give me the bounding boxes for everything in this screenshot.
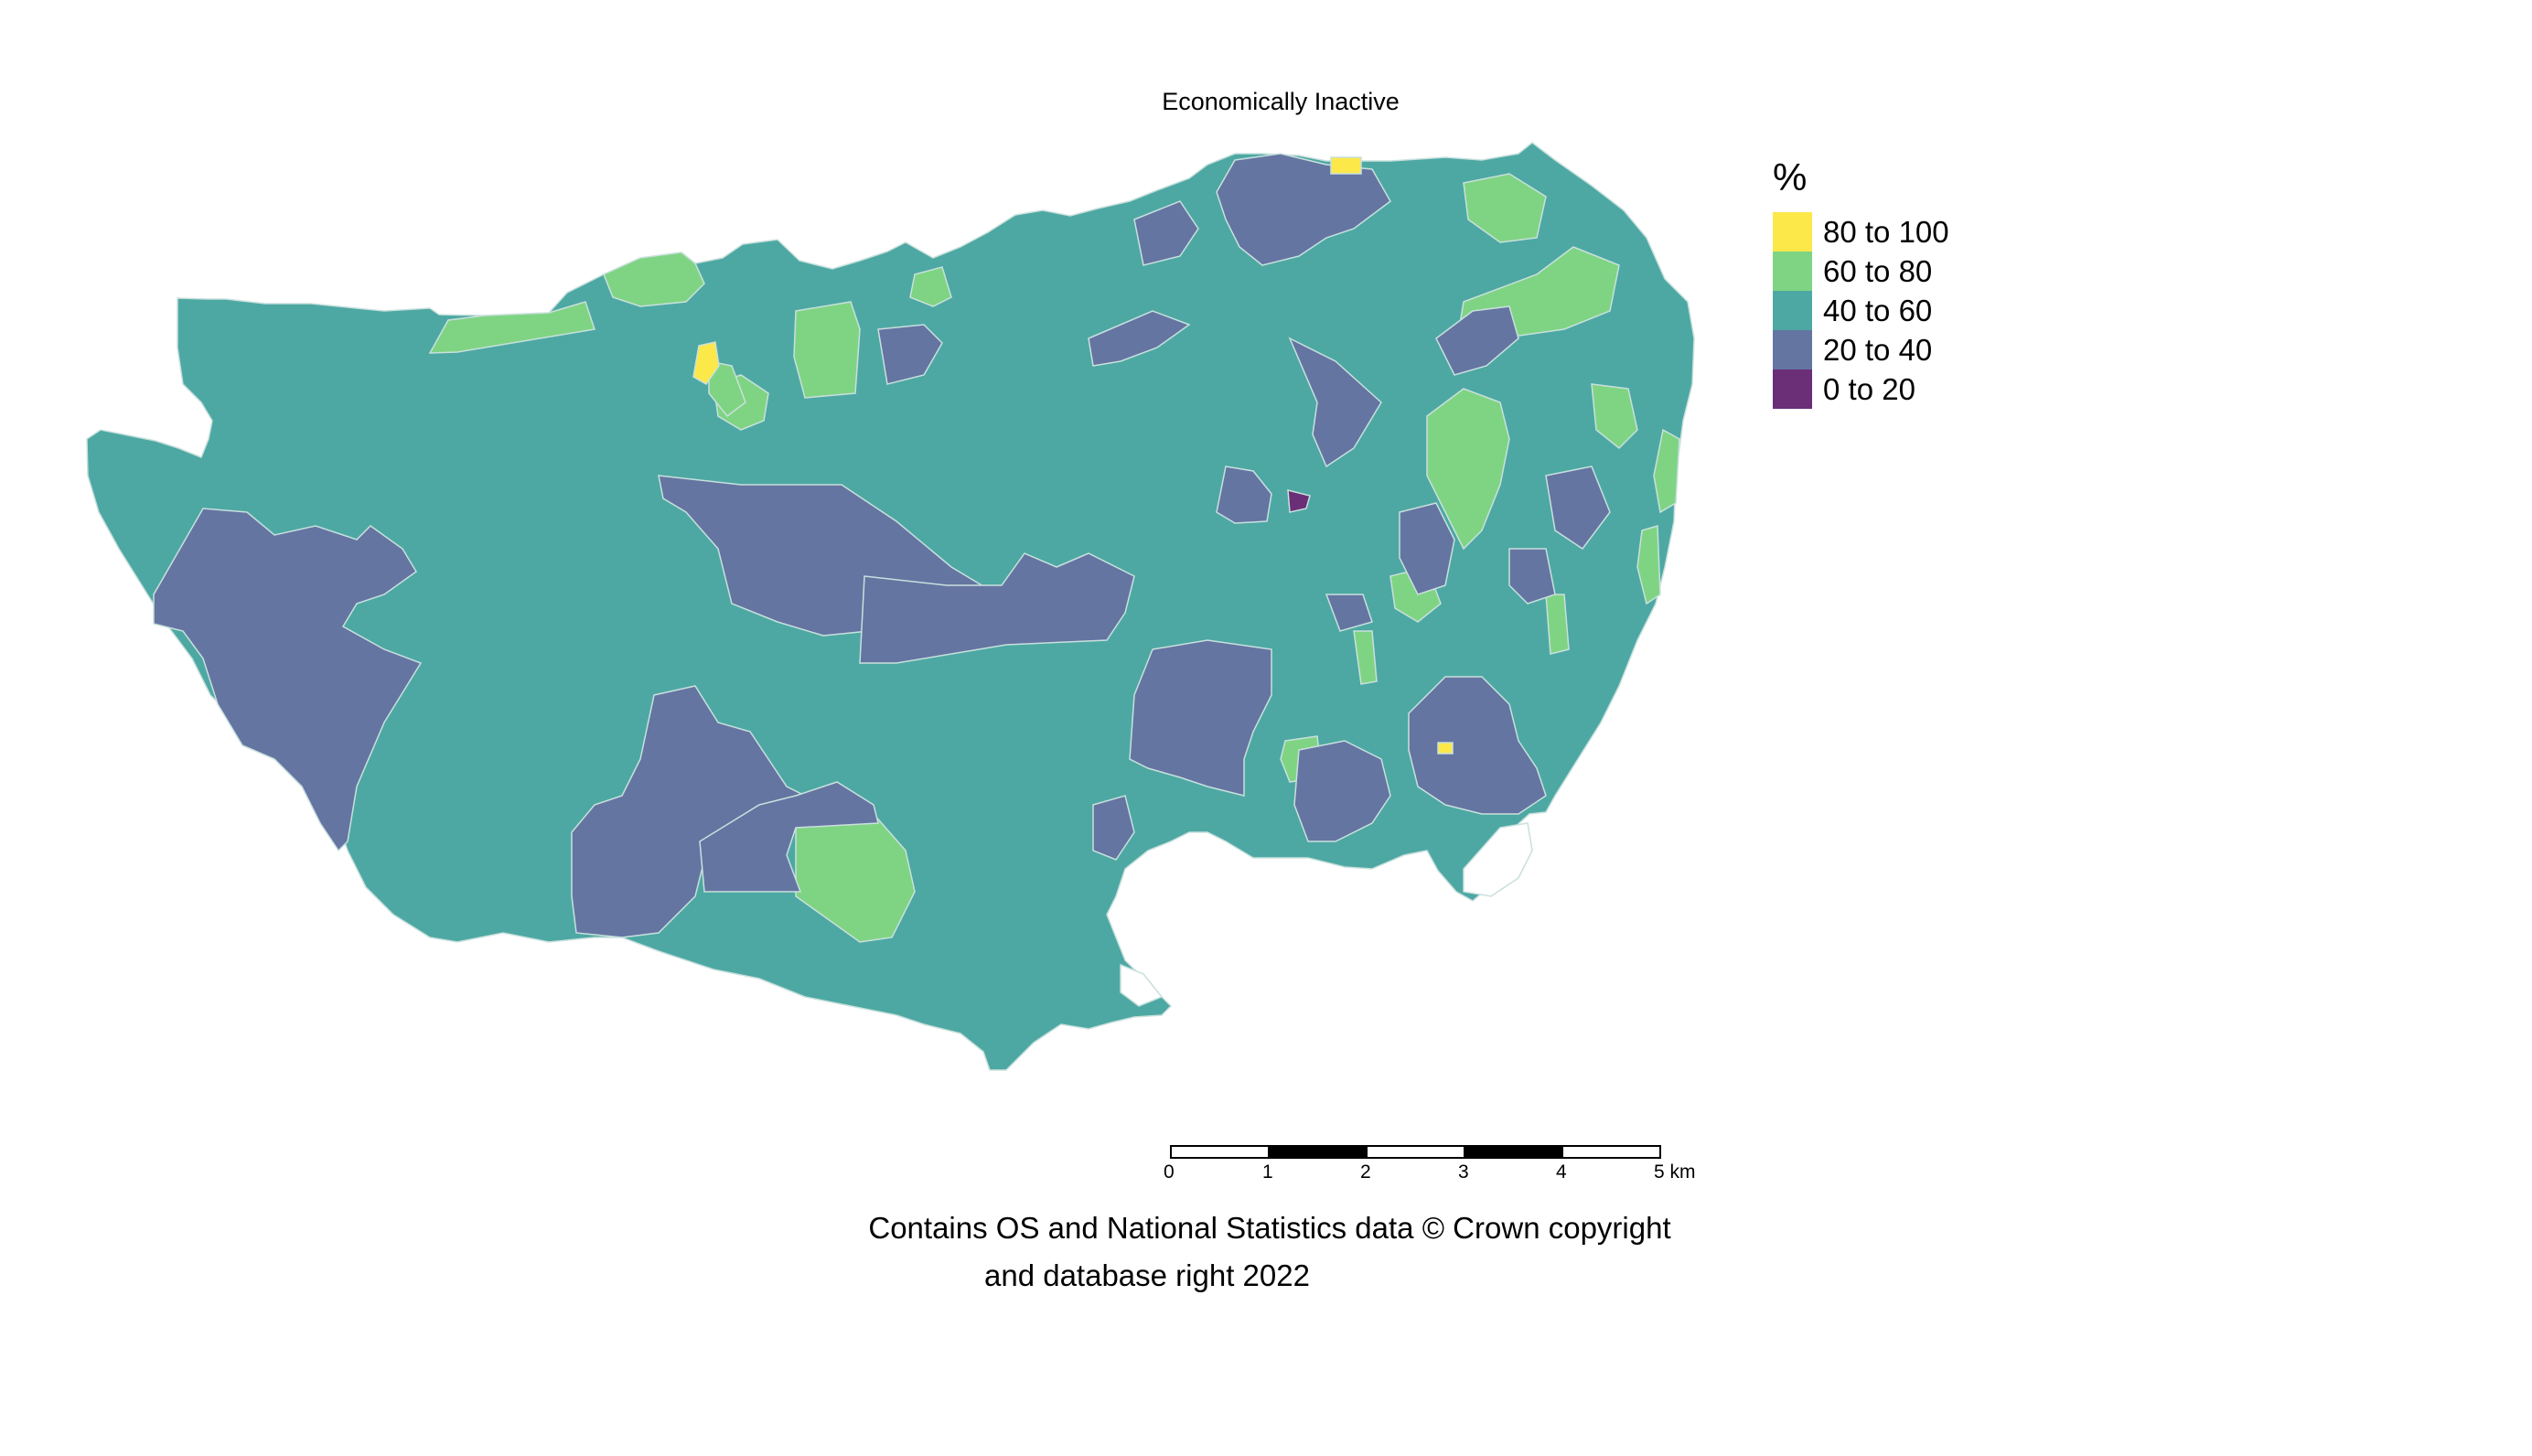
map-title: Economically Inactive (1162, 88, 1400, 115)
scale-tick: 4 (1556, 1162, 1567, 1183)
scale-tick: 2 (1360, 1162, 1371, 1183)
map-region-very-high (1437, 742, 1454, 755)
map-region-high (603, 252, 705, 307)
map-region-low (1293, 740, 1391, 842)
scale-tick: 1 (1262, 1162, 1273, 1183)
map-region-low (699, 781, 879, 893)
legend-swatch (1773, 291, 1812, 330)
attribution: Contains OS and National Statistics data… (840, 1204, 1700, 1300)
legend-label: 80 to 100 (1823, 214, 1949, 249)
water-inlet (1120, 963, 1164, 1007)
map-region-very-high (1330, 156, 1362, 175)
map-region-high (1463, 173, 1547, 243)
map-region-high (909, 266, 952, 307)
map-region-high (793, 301, 861, 399)
map-region-very-low (1287, 489, 1311, 513)
map-region-high (1426, 388, 1510, 551)
map-region-low (859, 552, 1135, 664)
map-region-high (1591, 383, 1638, 450)
map-region-high (1545, 594, 1570, 655)
map-region-very-high (692, 341, 720, 385)
map-region-low (1216, 466, 1272, 524)
scale-tick: 0 (1164, 1162, 1175, 1183)
legend-item: 0 to 20 (1773, 369, 1949, 409)
legend-item: 40 to 60 (1773, 291, 1949, 330)
map-region-low (1129, 639, 1272, 797)
scale-tick: 3 (1458, 1162, 1469, 1183)
map-region-high (795, 813, 916, 943)
map-region-low (1216, 153, 1391, 266)
map-region-low (1325, 594, 1373, 632)
legend-swatch (1773, 252, 1812, 291)
map-region-low (1435, 305, 1519, 376)
legend-label: 0 to 20 (1823, 371, 1915, 406)
legend-item: 80 to 100 (1773, 212, 1949, 252)
map-region-low (1399, 502, 1455, 595)
legend-label: 20 to 40 (1823, 332, 1933, 367)
map-region-low (1408, 676, 1547, 815)
map-region-low (1133, 200, 1199, 266)
map-region-low (571, 685, 807, 938)
legend-title: % (1773, 155, 1808, 198)
map-region-high (708, 360, 746, 418)
legend-label: 60 to 80 (1823, 253, 1933, 288)
map-region-high (1353, 630, 1378, 685)
map-region-low (1545, 466, 1611, 551)
map-region-high (1636, 525, 1661, 605)
map-region-low (1088, 310, 1191, 367)
map-region-low (1092, 795, 1135, 861)
legend-item: 60 to 80 (1773, 252, 1949, 291)
map-region-high (1653, 428, 1680, 514)
legend-item: 20 to 40 (1773, 330, 1949, 369)
legend: % 80 to 100 60 to 80 40 to 60 20 to 40 0… (1773, 155, 1949, 409)
scale-tick: 5 km (1654, 1162, 1696, 1183)
legend-swatch (1773, 330, 1812, 369)
attribution-line: Contains OS and National Statistics data… (868, 1211, 1671, 1245)
map-region-low (1508, 548, 1556, 605)
legend-swatch (1773, 212, 1812, 252)
water-inlet (1463, 822, 1533, 897)
attribution-line: and database right 2022 (984, 1258, 1310, 1292)
scale-ticks: 0 1 2 3 4 5 km (1154, 1162, 1703, 1189)
legend-label: 40 to 60 (1823, 293, 1933, 327)
legend-swatch (1773, 369, 1812, 409)
scale-bar (1170, 1145, 1661, 1159)
map-region-low (153, 508, 423, 852)
map-region-low (1288, 337, 1382, 468)
map-region-high (428, 301, 595, 354)
map-region-low (877, 324, 943, 385)
